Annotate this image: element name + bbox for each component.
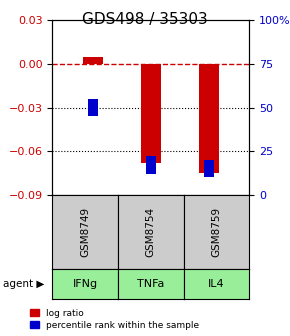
Text: GSM8749: GSM8749 <box>80 207 90 257</box>
Bar <box>146 157 156 174</box>
Legend: log ratio, percentile rank within the sample: log ratio, percentile rank within the sa… <box>28 307 201 332</box>
Bar <box>199 64 219 173</box>
Bar <box>141 64 161 163</box>
Text: GDS498 / 35303: GDS498 / 35303 <box>82 12 208 27</box>
Text: IL4: IL4 <box>208 279 225 289</box>
Text: agent ▶: agent ▶ <box>3 279 44 289</box>
Bar <box>204 160 214 177</box>
Text: GSM8754: GSM8754 <box>146 207 156 257</box>
Text: TNFa: TNFa <box>137 279 164 289</box>
Text: GSM8759: GSM8759 <box>211 207 222 257</box>
Bar <box>88 99 98 116</box>
Text: IFNg: IFNg <box>72 279 98 289</box>
Bar <box>83 56 103 64</box>
